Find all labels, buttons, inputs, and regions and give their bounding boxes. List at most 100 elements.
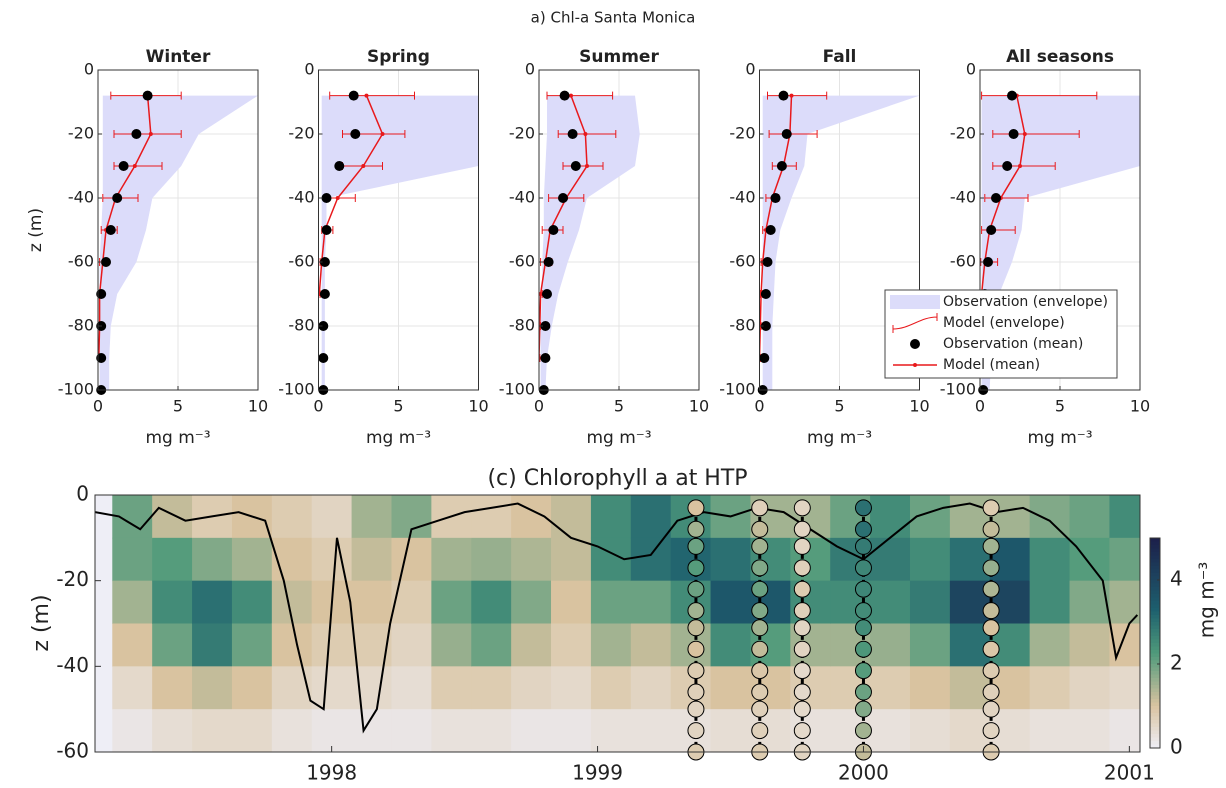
x-tick-label: 5 <box>1055 397 1065 416</box>
profile-sample <box>793 619 811 637</box>
colorbar-swatch <box>1150 653 1160 658</box>
colorbar-swatch <box>1150 569 1160 574</box>
colorbar-swatch <box>1150 685 1160 689</box>
colorbar-swatch <box>1150 580 1160 584</box>
heatmap-cell <box>431 666 472 710</box>
y-tick-label: 0 <box>76 482 89 506</box>
profile-sample <box>687 559 705 577</box>
observation-point <box>559 90 570 101</box>
x-tick-label: 2000 <box>838 761 889 785</box>
heatmap-cell <box>710 709 751 752</box>
colorbar-swatch <box>1150 608 1160 612</box>
profile-sample <box>982 602 1000 620</box>
profile-sample <box>982 662 1000 680</box>
colorbar-swatch <box>1150 692 1160 696</box>
colorbar-swatch <box>1150 622 1160 626</box>
x-tick-label: 2001 <box>1104 761 1155 785</box>
colorbar-swatch <box>1150 646 1160 651</box>
observation-point <box>558 193 568 203</box>
x-tick-label: 5 <box>834 397 844 416</box>
x-tick-label: 0 <box>313 397 323 416</box>
heatmap-cell <box>311 495 353 539</box>
heatmap-cell <box>271 709 313 752</box>
heatmap-cell <box>909 580 951 624</box>
colorbar-swatch <box>1150 716 1160 721</box>
profile-sample <box>751 619 769 637</box>
y-tick-label: -20 <box>509 124 535 143</box>
colorbar-swatch <box>1150 545 1160 549</box>
colorbar-frame <box>1149 537 1161 749</box>
heatmap-cell <box>431 537 472 582</box>
heatmap-cell <box>152 537 193 582</box>
profile-sample <box>751 683 769 701</box>
profile-sample <box>982 683 1000 701</box>
panel-title: Spring <box>367 47 430 67</box>
profile-sample <box>687 640 705 658</box>
heatmap-cell <box>1069 537 1110 582</box>
profile-sample <box>751 662 769 680</box>
y-tick-label: -80 <box>729 316 755 335</box>
profile-sample <box>854 537 872 555</box>
heatmap-cell <box>630 623 672 667</box>
x-tick-label: 10 <box>1130 397 1150 416</box>
colorbar-swatch <box>1150 587 1160 591</box>
heatmap-cell <box>112 666 153 710</box>
plot-frame <box>94 494 1141 753</box>
observation-point <box>131 129 142 139</box>
heatmap-cell <box>551 623 592 667</box>
profile-sample <box>793 537 811 555</box>
heatmap-cell <box>152 623 193 667</box>
x-tick-label: 10 <box>689 397 709 416</box>
y-tick-label: -60 <box>509 252 535 271</box>
profile-sample <box>793 580 811 598</box>
colorbar-swatch <box>1150 713 1160 717</box>
colorbar-swatch <box>1150 590 1160 595</box>
colorbar-swatch <box>1150 611 1160 616</box>
heatmap-cell <box>1029 495 1071 539</box>
profile-sample <box>982 640 1000 658</box>
profile-sample <box>982 537 1000 555</box>
profile-sample <box>793 722 811 740</box>
profile-sample <box>751 559 769 577</box>
heatmap-cell <box>431 623 472 667</box>
y-tick-label: -40 <box>950 188 976 207</box>
profile-sample <box>854 722 872 740</box>
heatmap-cell <box>1029 709 1071 752</box>
profile-sample <box>982 499 1000 517</box>
observation-point <box>321 193 332 203</box>
profile-sample <box>793 640 811 658</box>
x-tick-label: 5 <box>614 397 624 416</box>
colorbar-swatch <box>1150 674 1160 679</box>
heatmap-cell <box>551 537 592 582</box>
heatmap-cell <box>192 709 233 752</box>
heatmap-cell <box>1109 537 1140 582</box>
colorbar-swatch <box>1150 601 1160 605</box>
heatmap-cell <box>271 495 313 539</box>
heatmap-cell <box>112 537 153 582</box>
heatmap-cell <box>1029 666 1071 710</box>
profile-sample <box>982 580 1000 598</box>
observation-point <box>765 225 776 235</box>
profile-sample <box>982 722 1000 740</box>
heatmap-cell <box>311 709 353 752</box>
profile-sample <box>854 499 872 517</box>
heatmap-cell <box>511 580 552 624</box>
observation-point <box>105 225 116 235</box>
heatmap-cell <box>192 666 233 710</box>
colorbar-swatch <box>1150 559 1160 563</box>
colorbar-label: mg m⁻³ <box>1195 562 1219 639</box>
profile-sample <box>687 662 705 680</box>
heatmap-cell <box>870 709 911 752</box>
heatmap-cell <box>231 709 273 752</box>
heatmap-cell <box>909 666 951 710</box>
heatmap-cell <box>471 709 512 752</box>
colorbar-swatch <box>1150 618 1160 623</box>
y-tick-label: -100 <box>719 380 755 399</box>
heatmap-cell <box>431 709 472 752</box>
y-tick-label: 0 <box>525 60 535 79</box>
profile-sample <box>751 499 769 517</box>
colorbar-swatch <box>1150 541 1160 546</box>
heatmap-cell <box>471 666 512 710</box>
heatmap-cell <box>710 623 751 667</box>
